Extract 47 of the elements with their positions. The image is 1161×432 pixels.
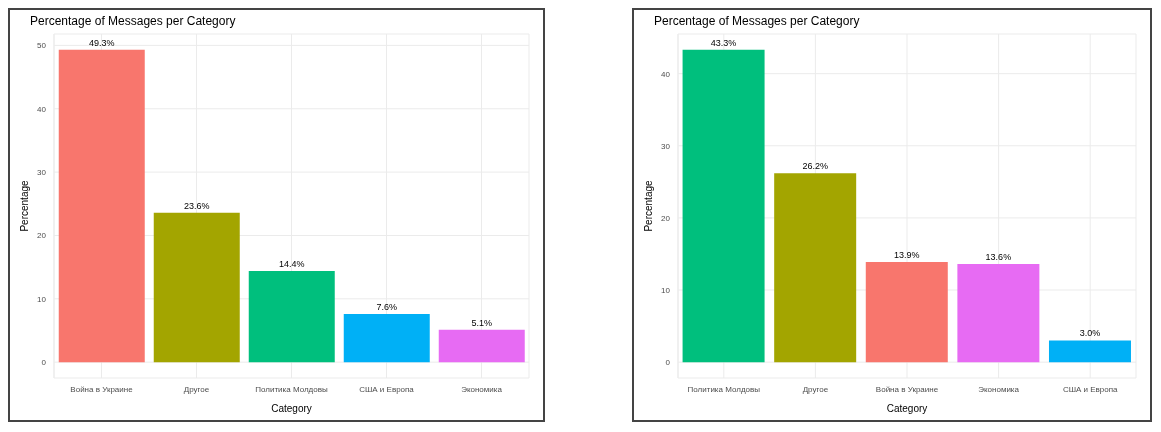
data-label: 26.2% <box>802 161 828 172</box>
x-tick-label: Война в Украине <box>875 384 939 394</box>
y-tick-label: 0 <box>41 358 47 367</box>
x-axis-title: Category <box>886 403 928 414</box>
bar <box>58 49 145 363</box>
bar <box>774 173 857 363</box>
data-label: 43.3% <box>710 37 737 48</box>
x-tick-label: Война в Украине <box>70 384 134 394</box>
data-label: 49.3% <box>88 37 115 48</box>
x-tick-label: Другое <box>802 384 829 394</box>
x-tick-label: Экономика <box>978 384 1020 394</box>
x-tick-label: США и Европа <box>359 384 415 394</box>
bar <box>1048 340 1131 363</box>
chart-title: Percentage of Messages per Category <box>653 13 861 28</box>
x-axis-title: Category <box>271 403 312 414</box>
data-label: 7.6% <box>376 302 398 313</box>
y-tick-label: 20 <box>37 231 47 241</box>
data-label: 13.9% <box>894 249 920 260</box>
bar <box>682 49 765 363</box>
chart-title: Percentage of Messages per Category <box>29 13 237 28</box>
x-tick-label: Политика Молдовы <box>255 384 328 394</box>
bar <box>153 212 240 363</box>
data-label: 5.1% <box>471 317 493 328</box>
bar <box>248 270 335 363</box>
y-tick-label: 10 <box>37 294 47 304</box>
x-tick-label: Политика Молдовы <box>687 384 761 394</box>
y-tick-label: 30 <box>661 141 671 151</box>
data-label: 3.0% <box>1079 328 1101 339</box>
data-label: 13.6% <box>985 252 1012 263</box>
y-tick-label: 10 <box>661 285 671 295</box>
y-tick-label: 30 <box>37 167 47 177</box>
y-axis-title: Percentage <box>642 179 654 232</box>
bar <box>343 314 430 363</box>
y-tick-label: 0 <box>665 357 671 367</box>
data-label: 23.6% <box>183 200 210 211</box>
x-tick-label: Экономика <box>461 384 503 394</box>
data-label: 14.4% <box>278 258 305 269</box>
y-tick-label: 50 <box>37 41 47 51</box>
y-tick-label: 40 <box>37 104 47 114</box>
x-tick-label: США и Европа <box>1062 384 1119 394</box>
y-axis-title: Percentage <box>18 179 30 232</box>
y-tick-label: 40 <box>661 69 671 79</box>
x-tick-label: Другое <box>183 384 210 394</box>
bar <box>865 261 948 363</box>
y-tick-label: 20 <box>661 213 671 223</box>
bar <box>957 264 1040 363</box>
bar <box>438 329 525 363</box>
